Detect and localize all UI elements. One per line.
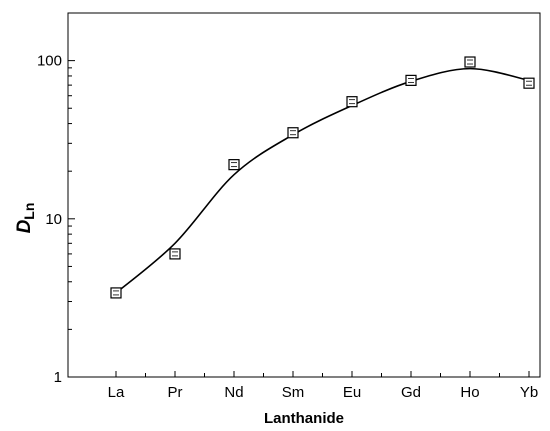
data-point-yb (523, 77, 535, 89)
x-axis-title: Lanthanide (264, 410, 344, 427)
x-tick-label-pr: Pr (168, 384, 183, 401)
data-point-ho (464, 56, 476, 68)
y-tick-label: 10 (45, 211, 62, 228)
data-point-sm (287, 127, 299, 139)
point-marker (523, 77, 535, 89)
point-marker (228, 159, 240, 171)
point-marker (287, 127, 299, 139)
x-tick-label-la: La (108, 384, 125, 401)
fit-curve (115, 67, 530, 294)
x-tick-label-sm: Sm (282, 384, 305, 401)
plot-frame (67, 12, 541, 378)
data-point-la (110, 287, 122, 299)
point-marker (464, 56, 476, 68)
data-point-pr (169, 248, 181, 260)
x-tick-label-ho: Ho (460, 384, 479, 401)
point-marker (169, 248, 181, 260)
y-tick-label: 100 (37, 53, 62, 70)
data-point-gd (405, 74, 417, 86)
x-tick-label-gd: Gd (401, 384, 421, 401)
point-marker (346, 96, 358, 108)
data-points (110, 56, 535, 299)
point-marker (405, 74, 417, 86)
x-tick-label-nd: Nd (224, 384, 243, 401)
y-tick-label: 1 (54, 369, 62, 386)
data-point-nd (228, 159, 240, 171)
y-axis-title-main: D (14, 219, 35, 233)
point-marker (110, 287, 122, 299)
y-axis: 1 10 100 (37, 12, 75, 386)
y-axis-title: DLn (14, 203, 37, 234)
data-point-eu (346, 96, 358, 108)
x-axis: La Pr Nd Sm Eu Gd Ho Yb (108, 371, 538, 401)
x-tick-label-eu: Eu (343, 384, 361, 401)
y-axis-title-sub: Ln (21, 203, 37, 220)
x-tick-label-yb: Yb (520, 384, 538, 401)
